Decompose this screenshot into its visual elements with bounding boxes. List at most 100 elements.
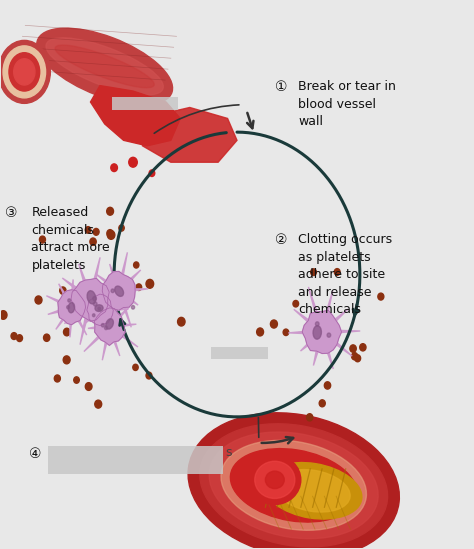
FancyBboxPatch shape	[211, 348, 268, 360]
Circle shape	[310, 269, 317, 276]
Polygon shape	[96, 274, 109, 284]
Circle shape	[104, 326, 108, 329]
Circle shape	[133, 364, 138, 371]
Circle shape	[107, 208, 113, 215]
Polygon shape	[121, 253, 128, 277]
Text: Released
chemicals
attract more
platelets: Released chemicals attract more platelet…	[31, 206, 110, 272]
Circle shape	[319, 400, 325, 407]
Polygon shape	[58, 290, 86, 324]
Circle shape	[93, 302, 97, 306]
Text: ④: ④	[29, 447, 42, 461]
Polygon shape	[85, 316, 92, 323]
Circle shape	[315, 322, 319, 326]
Polygon shape	[46, 296, 62, 304]
Polygon shape	[88, 327, 98, 329]
Polygon shape	[82, 311, 100, 321]
Ellipse shape	[275, 469, 350, 512]
Ellipse shape	[200, 424, 388, 547]
Ellipse shape	[115, 286, 124, 296]
Polygon shape	[77, 317, 87, 335]
Polygon shape	[94, 308, 125, 345]
Polygon shape	[326, 347, 333, 369]
Polygon shape	[102, 321, 109, 339]
Ellipse shape	[37, 28, 173, 105]
Polygon shape	[102, 287, 106, 299]
Circle shape	[355, 355, 361, 362]
Polygon shape	[325, 290, 333, 317]
Circle shape	[93, 296, 96, 301]
Circle shape	[256, 328, 264, 336]
Circle shape	[35, 296, 42, 304]
Polygon shape	[302, 310, 341, 354]
Ellipse shape	[46, 38, 164, 95]
Polygon shape	[79, 264, 86, 284]
Polygon shape	[92, 290, 107, 293]
Polygon shape	[94, 321, 98, 332]
Ellipse shape	[14, 59, 35, 85]
Polygon shape	[143, 108, 237, 163]
Circle shape	[60, 287, 66, 294]
Ellipse shape	[209, 432, 378, 539]
Polygon shape	[119, 333, 138, 347]
Polygon shape	[301, 341, 311, 351]
Circle shape	[111, 289, 114, 293]
FancyBboxPatch shape	[112, 97, 178, 110]
Polygon shape	[309, 287, 319, 317]
Polygon shape	[73, 310, 90, 311]
Polygon shape	[59, 284, 66, 297]
Ellipse shape	[265, 471, 284, 489]
Polygon shape	[111, 299, 115, 313]
Polygon shape	[87, 294, 113, 326]
Circle shape	[327, 333, 331, 337]
Circle shape	[107, 229, 113, 237]
Ellipse shape	[68, 302, 74, 313]
Circle shape	[146, 279, 154, 288]
Polygon shape	[128, 270, 141, 283]
Circle shape	[74, 377, 79, 383]
Polygon shape	[91, 86, 180, 146]
Ellipse shape	[3, 46, 46, 98]
Polygon shape	[110, 309, 128, 311]
Polygon shape	[101, 275, 116, 290]
Circle shape	[378, 293, 384, 300]
Circle shape	[93, 228, 99, 236]
Ellipse shape	[87, 291, 96, 304]
Ellipse shape	[230, 449, 357, 522]
Polygon shape	[70, 320, 72, 337]
Circle shape	[17, 335, 22, 341]
Circle shape	[307, 414, 313, 421]
Circle shape	[55, 375, 60, 382]
Circle shape	[136, 284, 142, 290]
Polygon shape	[131, 289, 148, 291]
Circle shape	[149, 170, 155, 176]
Polygon shape	[129, 298, 138, 305]
Circle shape	[293, 300, 299, 307]
Text: s: s	[225, 446, 232, 459]
Ellipse shape	[106, 319, 113, 329]
Polygon shape	[71, 278, 109, 321]
Text: ③: ③	[5, 206, 18, 220]
Polygon shape	[288, 331, 308, 334]
Circle shape	[11, 333, 17, 339]
Circle shape	[0, 311, 7, 320]
Polygon shape	[93, 257, 100, 283]
Polygon shape	[84, 334, 101, 351]
Circle shape	[85, 383, 92, 390]
Circle shape	[111, 164, 118, 171]
Circle shape	[360, 344, 366, 351]
Polygon shape	[94, 299, 110, 315]
Polygon shape	[113, 339, 120, 356]
Text: ②: ②	[275, 233, 287, 248]
Ellipse shape	[313, 326, 321, 339]
Ellipse shape	[55, 45, 154, 88]
Polygon shape	[121, 324, 137, 327]
Ellipse shape	[0, 41, 50, 103]
Polygon shape	[112, 305, 117, 320]
Circle shape	[146, 372, 152, 379]
Text: ①: ①	[275, 80, 287, 94]
Polygon shape	[102, 339, 108, 360]
Ellipse shape	[249, 455, 301, 505]
Circle shape	[119, 225, 124, 231]
Circle shape	[95, 400, 102, 408]
Polygon shape	[102, 307, 122, 323]
